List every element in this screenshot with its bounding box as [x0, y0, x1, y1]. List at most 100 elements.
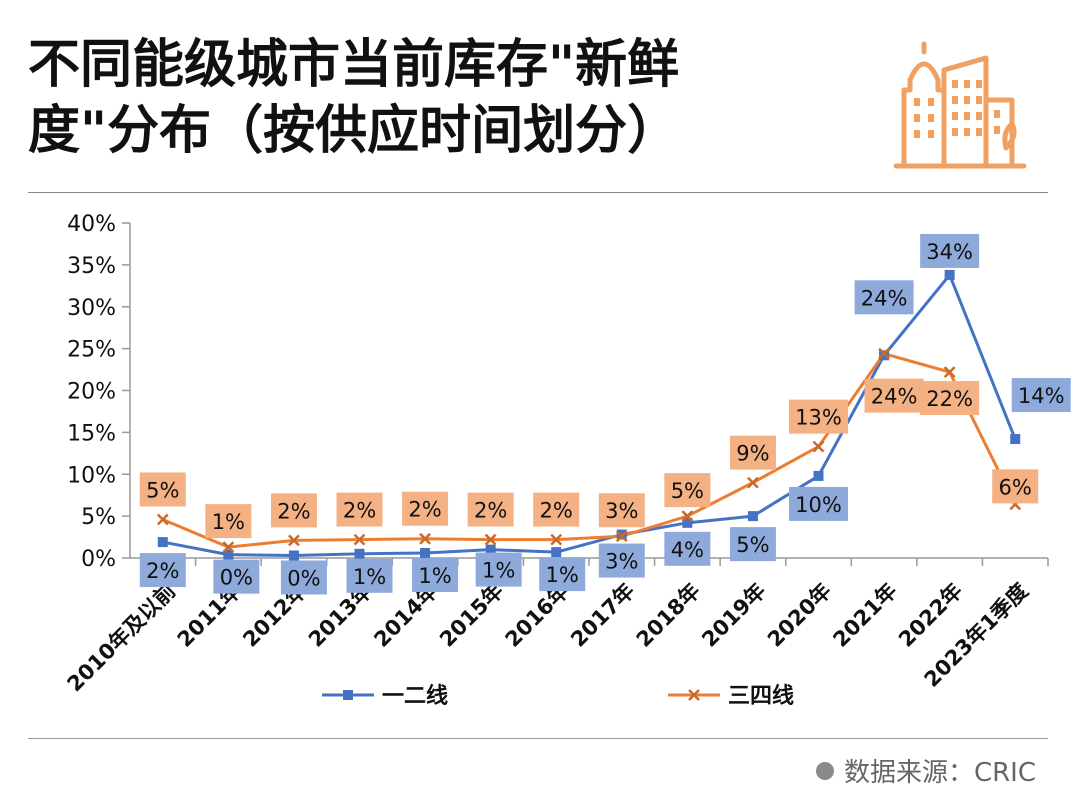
data-label: 2%	[533, 492, 580, 527]
data-label-text: 22%	[926, 387, 973, 411]
chart-title-line-1: 不同能级城市当前库存"新鲜	[28, 35, 680, 95]
data-label: 22%	[920, 381, 980, 416]
data-label-text: 5%	[146, 478, 179, 502]
x-tick-label: 2010年及以前	[63, 579, 181, 697]
y-tick-label: 0%	[81, 547, 116, 572]
data-label: 4%	[664, 531, 711, 566]
data-label-text: 1%	[482, 559, 515, 583]
data-point	[943, 366, 956, 378]
data-label: 5%	[729, 527, 776, 562]
data-label-text: 3%	[605, 550, 638, 574]
data-label: 9%	[729, 435, 776, 470]
legend-item: 一二线	[322, 683, 448, 709]
data-point	[878, 347, 890, 360]
data-label-text: 1%	[353, 565, 386, 589]
y-tick-label: 30%	[67, 296, 116, 321]
y-tick-label: 25%	[67, 338, 116, 363]
data-label: 1%	[346, 558, 393, 593]
series-line-tier34	[162, 352, 1017, 549]
data-label: 24%	[854, 280, 914, 315]
y-tick-label: 15%	[67, 421, 116, 446]
data-label: 3%	[598, 493, 645, 528]
data-label: 14%	[1011, 378, 1071, 413]
x-tick-label: 2021年	[828, 579, 901, 652]
top-divider	[28, 192, 1048, 193]
data-label: 2%	[270, 493, 317, 528]
data-point	[288, 534, 300, 547]
y-tick-label: 35%	[67, 254, 116, 279]
data-label-text: 2%	[343, 499, 376, 523]
data-label-text: 2%	[146, 559, 179, 583]
data-label-text: 10%	[795, 493, 842, 517]
data-source-text: 数据来源：CRIC	[843, 758, 1036, 788]
data-label-text: 3%	[605, 499, 638, 523]
data-label: 3%	[598, 543, 645, 578]
data-label: 2%	[467, 492, 514, 527]
data-point	[682, 517, 693, 528]
y-tick-label: 20%	[67, 380, 116, 405]
data-label: 1%	[412, 557, 459, 592]
data-label: 13%	[789, 399, 848, 434]
data-label-text: 4%	[671, 538, 704, 562]
data-point	[551, 547, 562, 558]
x-tick-label: 2019年	[697, 579, 770, 652]
data-label: 2%	[336, 492, 383, 527]
data-label-text: 0%	[287, 566, 320, 590]
x-tick-label: 2018年	[632, 579, 705, 652]
data-point	[484, 533, 497, 546]
data-label-text: 1%	[212, 510, 245, 534]
data-label-text: 14%	[1018, 384, 1065, 408]
y-tick-label: 10%	[67, 463, 116, 488]
legend-item: 三四线	[668, 683, 794, 709]
data-label: 1%	[205, 504, 252, 539]
legend-label: 一二线	[382, 683, 448, 709]
data-source: 数据来源：CRIC	[815, 752, 1036, 789]
data-label: 34%	[920, 233, 980, 268]
data-point	[747, 511, 758, 522]
data-label: 1%	[539, 557, 586, 592]
data-point	[157, 537, 168, 548]
chart-title-line-2: 度"分布（按供应时间划分）	[28, 101, 680, 161]
data-label-text: 2%	[474, 499, 507, 523]
data-point	[419, 532, 431, 545]
data-label-text: 6%	[999, 475, 1032, 499]
data-label: 10%	[789, 486, 848, 521]
data-label-text: 13%	[795, 406, 842, 430]
x-tick-label: 2020年	[763, 579, 836, 652]
data-label-text: 0%	[220, 566, 253, 590]
data-label-text: 24%	[861, 286, 908, 310]
bottom-divider	[28, 738, 1048, 739]
data-label-text: 1%	[546, 563, 579, 587]
data-label: 0%	[280, 560, 327, 595]
data-label: 6%	[992, 469, 1039, 504]
data-label: 5%	[664, 473, 711, 508]
data-label: 2%	[402, 491, 449, 526]
y-tick-label: 40%	[67, 212, 116, 237]
data-point	[353, 533, 366, 546]
data-point	[944, 269, 955, 280]
data-point	[1010, 434, 1021, 445]
data-point	[681, 510, 694, 523]
data-point	[288, 550, 299, 561]
data-label-text: 9%	[736, 442, 769, 466]
data-label-text: 5%	[736, 533, 769, 557]
data-point	[354, 548, 365, 559]
data-label: 1%	[475, 552, 522, 587]
data-label: 5%	[139, 472, 186, 507]
data-point	[747, 476, 759, 489]
data-label: 0%	[213, 559, 260, 594]
data-label: 2%	[139, 553, 186, 588]
data-point	[813, 470, 824, 481]
data-point	[550, 533, 563, 546]
data-point	[615, 530, 628, 543]
legend-label: 三四线	[728, 683, 794, 709]
series-line-tier12	[162, 273, 1017, 557]
data-label-text: 2%	[277, 499, 310, 523]
y-tick-label: 5%	[81, 505, 116, 530]
data-point	[222, 541, 235, 553]
chart-title: 不同能级城市当前库存"新鲜 度"分布（按供应时间划分）	[28, 32, 828, 164]
data-label-text: 2%	[540, 499, 573, 523]
data-label-text: 24%	[871, 385, 918, 409]
data-label: 24%	[864, 378, 924, 413]
data-label-text: 1%	[418, 564, 451, 588]
